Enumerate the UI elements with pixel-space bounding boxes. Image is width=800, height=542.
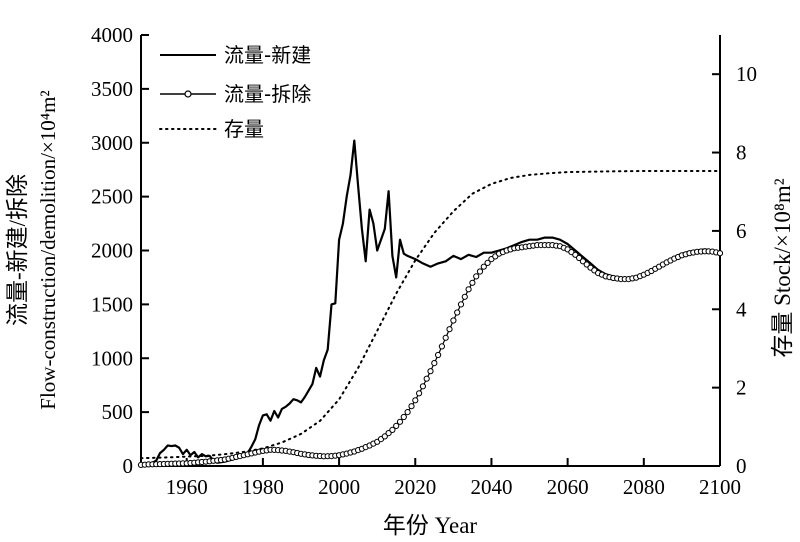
- series-marker-1: [480, 263, 487, 270]
- series-marker-1: [461, 293, 468, 300]
- x-tick-label: 2040: [470, 475, 512, 499]
- series-line-0: [140, 139, 721, 467]
- series-marker-1: [438, 343, 445, 350]
- series-marker-1: [393, 422, 400, 429]
- y-right-tick-label: 4: [736, 297, 747, 321]
- legend: 流量-新建 流量-拆除 存量: [159, 43, 311, 141]
- series-marker-1: [416, 390, 423, 397]
- y-left-tick-label: 2500: [91, 185, 133, 209]
- series-marker-1: [450, 317, 457, 324]
- y-left-axis-title-cn: 流量-新建/拆除: [5, 174, 30, 326]
- x-tick-label: 2100: [699, 475, 741, 499]
- y-right-axis-title: 存量 Stock/×10⁸m²: [770, 178, 795, 357]
- series-marker-1: [446, 326, 453, 333]
- y-left-tick-label: 4000: [91, 23, 133, 47]
- y-left-tick-label: 3500: [91, 77, 133, 101]
- series-marker-1: [408, 403, 415, 410]
- x-tick-label: 1980: [242, 475, 284, 499]
- series-marker-1: [431, 360, 438, 367]
- series-layer: [137, 139, 724, 468]
- y-right-tick-label: 6: [736, 219, 747, 243]
- legend-marker-demolition: [184, 90, 192, 98]
- y-right-tick-label: 8: [736, 141, 747, 165]
- legend-label-construction: 流量-新建: [224, 43, 311, 67]
- series-marker-1: [454, 309, 461, 316]
- legend-label-demolition: 流量-拆除: [224, 82, 311, 106]
- series-marker-1: [465, 286, 472, 293]
- series-marker-1: [716, 250, 724, 257]
- y-left-tick-label: 1000: [91, 346, 133, 370]
- series-marker-1: [484, 259, 491, 266]
- series-marker-1: [419, 383, 426, 390]
- legend-label-stock: 存量: [224, 117, 264, 141]
- y-left-axis-title-en: Flow-construction/demolition/×10⁴m²: [36, 90, 60, 409]
- series-marker-1: [435, 351, 442, 359]
- series-marker-1: [457, 301, 465, 308]
- y-left-tick-label: 2000: [91, 239, 133, 263]
- series-marker-1: [412, 397, 419, 404]
- series-marker-1: [579, 258, 587, 265]
- tick-layer: 1960 1980 2000 2020 2040 2060 2080 210005001000…: [91, 23, 757, 499]
- y-left-tick-label: 3000: [91, 131, 133, 155]
- series-marker-1: [427, 368, 434, 375]
- series-marker-1: [389, 426, 396, 433]
- x-tick-label: 2000: [318, 475, 360, 499]
- x-axis-title: 年份 Year: [383, 513, 477, 538]
- series-marker-1: [381, 433, 388, 440]
- y-left-tick-label: 0: [123, 454, 134, 478]
- x-tick-label: 2020: [394, 475, 436, 499]
- y-left-tick-label: 1500: [91, 292, 133, 316]
- series-line-2: [140, 170, 721, 460]
- x-tick-label: 2080: [623, 475, 665, 499]
- y-left-tick-label: 500: [102, 400, 134, 424]
- series-marker-1: [442, 334, 449, 341]
- series-marker-1: [572, 251, 579, 258]
- series-marker-1: [400, 413, 407, 421]
- series-marker-1: [385, 430, 392, 437]
- series-marker-1: [396, 418, 404, 425]
- series-marker-1: [476, 268, 484, 275]
- x-tick-label: 2060: [547, 475, 589, 499]
- series-marker-1: [583, 261, 590, 268]
- series-marker-1: [473, 273, 480, 280]
- x-tick-label: 1960: [166, 475, 208, 499]
- series-marker-1: [576, 254, 583, 262]
- y-right-tick-label: 0: [736, 454, 747, 478]
- series-marker-1: [404, 409, 411, 416]
- series-marker-1: [423, 375, 430, 382]
- series-marker-1: [469, 279, 476, 286]
- y-right-tick-label: 2: [736, 376, 747, 400]
- y-right-tick-label: 10: [736, 62, 757, 86]
